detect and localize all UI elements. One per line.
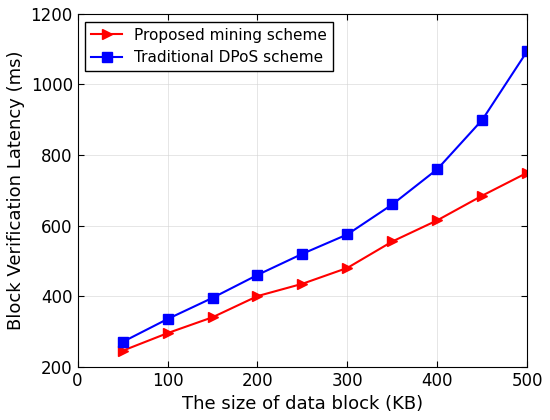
Proposed mining scheme (209, 315, 216, 320)
X-axis label: The size of data block (KB): The size of data block (KB) (182, 395, 423, 413)
Traditional DPoS scheme (389, 202, 395, 207)
Proposed mining scheme (479, 193, 486, 198)
Line: Proposed mining scheme: Proposed mining scheme (118, 168, 532, 356)
Proposed mining scheme (434, 218, 441, 223)
Traditional DPoS scheme (479, 117, 486, 122)
Proposed mining scheme (299, 281, 306, 286)
Traditional DPoS scheme (164, 317, 171, 322)
Y-axis label: Block Verification Latency (ms): Block Verification Latency (ms) (7, 50, 25, 330)
Proposed mining scheme (164, 331, 171, 336)
Traditional DPoS scheme (299, 251, 306, 256)
Traditional DPoS scheme (254, 273, 261, 278)
Proposed mining scheme (254, 294, 261, 299)
Traditional DPoS scheme (524, 48, 531, 53)
Legend: Proposed mining scheme, Traditional DPoS scheme: Proposed mining scheme, Traditional DPoS… (85, 21, 333, 71)
Proposed mining scheme (524, 170, 531, 175)
Traditional DPoS scheme (344, 232, 351, 237)
Line: Traditional DPoS scheme: Traditional DPoS scheme (118, 46, 532, 347)
Proposed mining scheme (119, 348, 126, 353)
Traditional DPoS scheme (119, 339, 126, 344)
Traditional DPoS scheme (209, 295, 216, 300)
Proposed mining scheme (344, 265, 351, 270)
Proposed mining scheme (389, 239, 395, 244)
Traditional DPoS scheme (434, 167, 441, 172)
